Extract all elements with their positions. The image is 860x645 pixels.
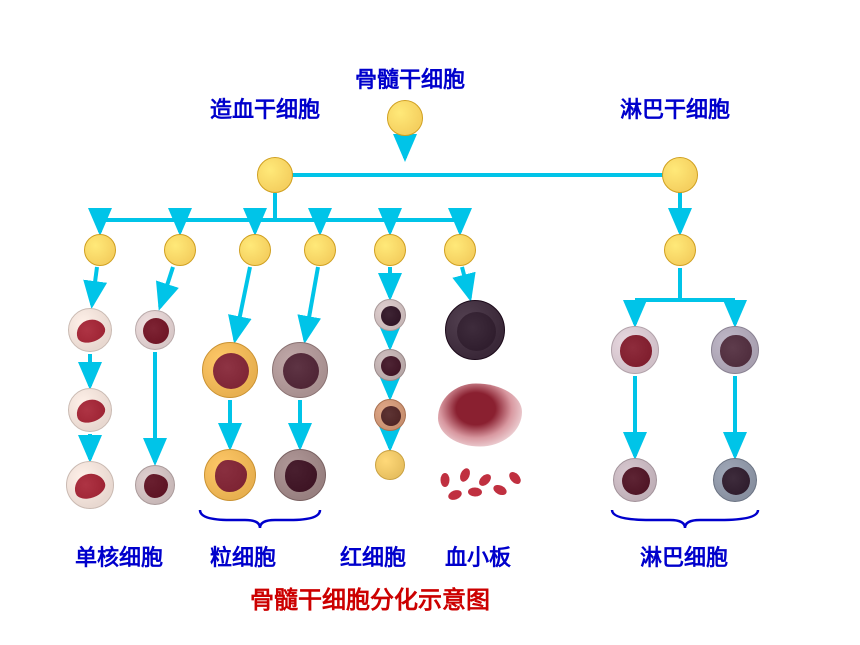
label-rbc: 红细胞 — [340, 540, 406, 572]
cell-progenitor-3 — [304, 234, 336, 266]
label-platelet: 血小板 — [445, 540, 511, 572]
label-lymphocyte: 淋巴细胞 — [640, 540, 728, 572]
cell-platelet-4 — [468, 487, 482, 496]
cell-monocyte-a-0 — [68, 308, 112, 352]
cell-platelet-0 — [441, 473, 450, 487]
cell-platelet-3 — [447, 488, 463, 501]
cell-lymphocyte-a-1 — [613, 458, 657, 502]
cell-progenitor-2 — [239, 234, 271, 266]
label-hemato: 造血干细胞 — [210, 92, 320, 124]
cell-progenitor-4 — [374, 234, 406, 266]
cell-progenitor-1 — [164, 234, 196, 266]
cell-monocyte-a-1 — [68, 388, 112, 432]
cell-hemato-stem — [257, 157, 293, 193]
cell-progenitor-6 — [664, 234, 696, 266]
cell-lymphocyte-b-0 — [711, 326, 759, 374]
cell-platelet-burst — [438, 384, 522, 447]
cell-monocyte-a-2 — [66, 461, 114, 509]
cell-progenitor-0 — [84, 234, 116, 266]
cell-lymph-stem — [662, 157, 698, 193]
cell-lymphocyte-b-1 — [713, 458, 757, 502]
cell-monocyte-b-1 — [135, 465, 175, 505]
cell-progenitor-5 — [444, 234, 476, 266]
cell-platelet-5 — [492, 483, 508, 497]
cell-granulocyte-b-0 — [272, 342, 328, 398]
cell-monocyte-b-0 — [135, 310, 175, 350]
cell-granulocyte-a-0 — [202, 342, 258, 398]
cell-platelet-1 — [458, 467, 472, 483]
label-root: 骨髓干细胞 — [355, 62, 465, 94]
cell-granulocyte-b-1 — [274, 449, 326, 501]
label-lymph: 淋巴干细胞 — [620, 92, 730, 124]
cell-erythrocyte-0 — [374, 299, 406, 331]
cell-granulocyte-a-1 — [204, 449, 256, 501]
cell-erythrocyte-3 — [375, 450, 405, 480]
cell-erythrocyte-1 — [374, 349, 406, 381]
cell-erythrocyte-2 — [374, 399, 406, 431]
diagram-title: 骨髓干细胞分化示意图 — [250, 580, 490, 615]
cell-platelet-2 — [477, 472, 493, 488]
cell-root-stem — [387, 100, 423, 136]
label-monocyte: 单核细胞 — [75, 540, 163, 572]
cell-megakaryocyte — [445, 300, 505, 360]
cell-platelet-6 — [507, 470, 523, 486]
label-granulocyte: 粒细胞 — [210, 540, 276, 572]
cell-lymphocyte-a-0 — [611, 326, 659, 374]
